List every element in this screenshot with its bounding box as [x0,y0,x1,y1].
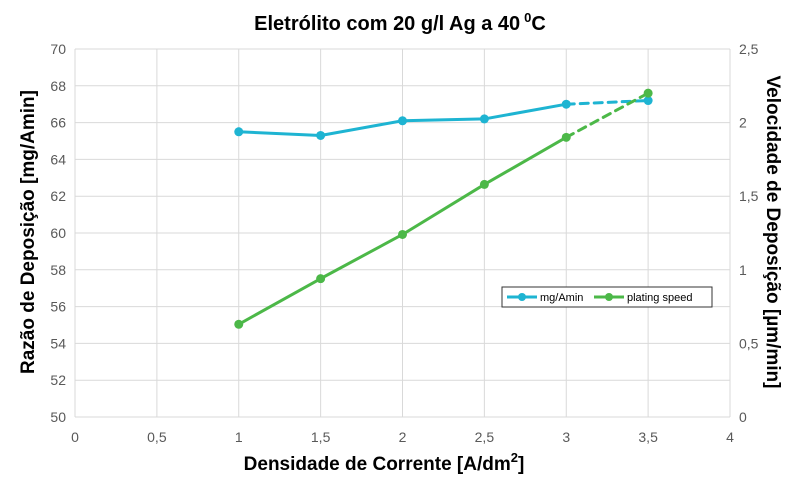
series-line-segment-plating-speed [319,232,404,281]
y-tick-label: 54 [50,335,66,351]
y-tick-label: 56 [50,299,66,315]
y2-tick-label: 0,5 [739,335,759,351]
x-tick-label: 4 [726,429,734,445]
data-point-plating-speed [316,274,326,284]
series-line-segment-mg-amin [482,102,568,121]
y-tick-label: 68 [50,78,66,94]
series-line-segment-mg-amin [401,117,486,123]
x-tick-label: 0,5 [147,429,167,445]
x-tick-label: 3 [562,429,570,445]
y-tick-label: 50 [50,409,66,425]
y-tick-label: 64 [50,151,66,167]
data-point-mg-amin [316,130,326,140]
y2-tick-label: 1 [739,262,747,278]
data-point-plating-speed [398,229,407,239]
series-line-segment-mg-amin [237,130,323,137]
x-tick-label: 2 [399,429,407,445]
series-line-segment-plating-speed [482,135,568,186]
data-point-mg-amin [643,96,653,106]
legend: mg/Amin plating speed [501,286,713,308]
x-tick-label: 2,5 [475,429,495,445]
data-point-plating-speed [561,132,571,142]
y2-tick-label: 1,5 [739,188,759,204]
x-axis-label: Densidade de Corrente [A/dm2] [244,450,525,475]
data-point-mg-amin [561,99,571,109]
legend-marker-plating-speed [605,293,613,301]
series-line-segment-plating-speed [401,182,486,236]
data-point-mg-amin [398,116,407,126]
data-point-plating-speed [234,319,244,329]
x-tick-label: 1,5 [311,429,331,445]
data-point-plating-speed [643,88,653,98]
series-line-segment-mg-amin [564,99,650,106]
data-point-plating-speed [479,179,489,189]
y2-tick-label: 2,5 [739,41,759,57]
x-tick-label: 3,5 [638,429,658,445]
series-layer [234,88,653,329]
series-line-segment-plating-speed [237,277,323,326]
y-tick-label: 52 [50,372,66,388]
y-tick-label: 70 [50,41,66,57]
data-point-mg-amin [479,114,489,124]
series-line-segment-plating-speed [564,91,650,139]
y2-axis-label: Velocidade de Deposição [µm/min] [762,76,783,389]
legend-marker-mg-amin [518,293,526,301]
y-axis-label: Razão de Deposição [mg/Amin] [18,90,39,374]
y-tick-label: 58 [50,262,66,278]
x-tick-label: 0 [71,429,79,445]
data-point-mg-amin [234,127,244,137]
y2-tick-label: 2 [739,115,747,131]
y-tick-label: 62 [50,188,66,204]
x-tick-label: 1 [235,429,243,445]
legend-label-plating-speed: plating speed [627,292,692,304]
legend-label-mg-amin: mg/Amin [540,292,583,304]
y-tick-label: 60 [50,225,66,241]
y-tick-label: 66 [50,115,66,131]
series-line-segment-mg-amin [319,119,404,137]
y2-tick-label: 0 [739,409,747,425]
chart-title: Eletrólito com 20 g/l Ag a 40 0C [254,10,546,35]
